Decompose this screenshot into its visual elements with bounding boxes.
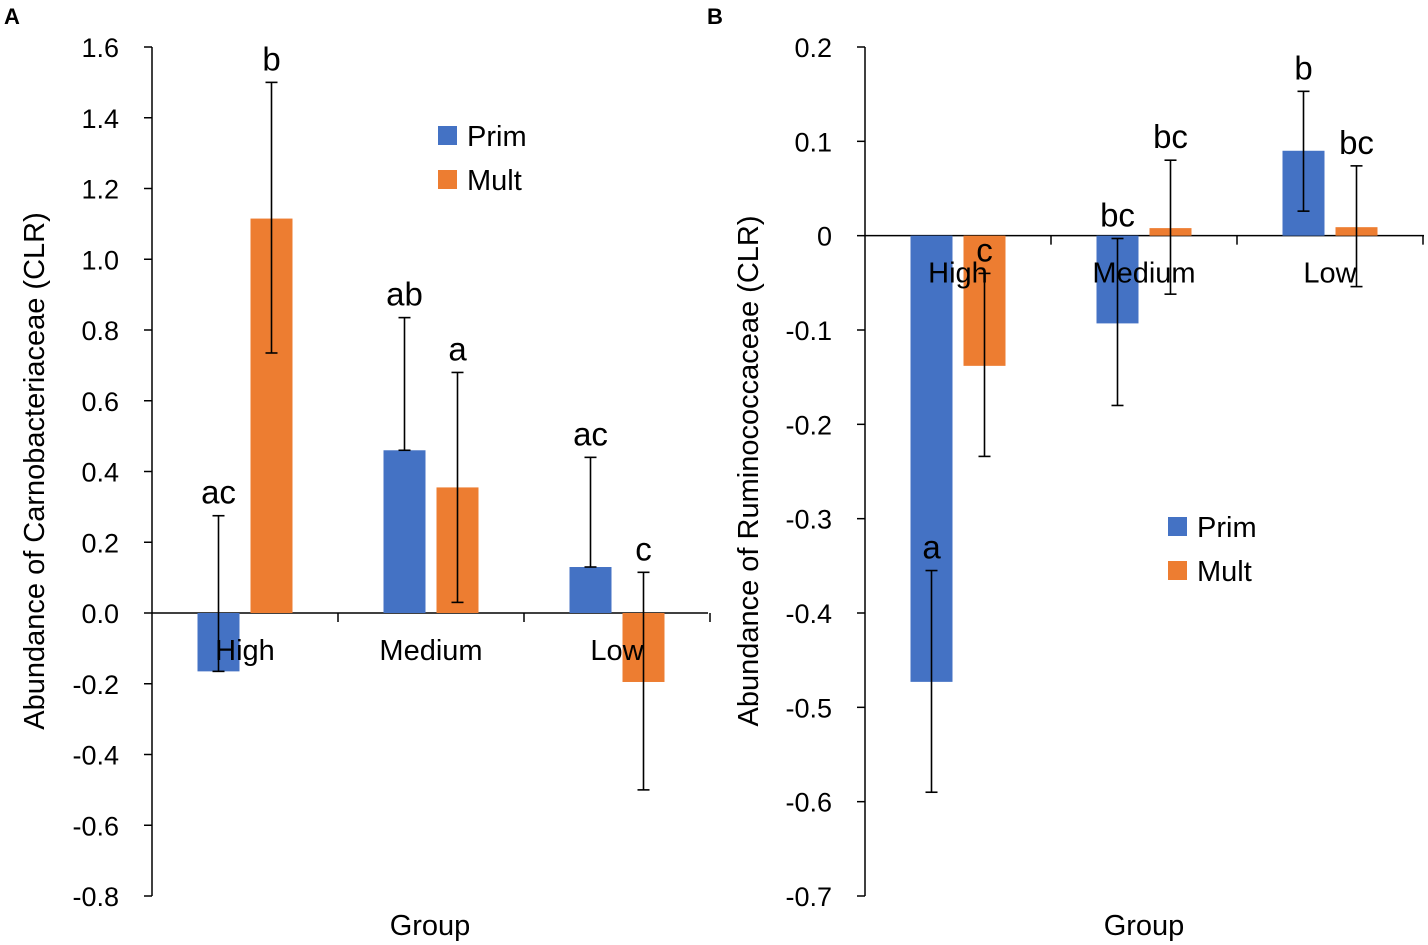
- category-label: High: [215, 635, 275, 667]
- legend-label: Mult: [1197, 556, 1252, 588]
- significance-label: ac: [573, 415, 608, 452]
- significance-label: a: [922, 529, 941, 566]
- x-axis-title: Group: [390, 910, 471, 942]
- y-axis-title: Abundance of Ruminococcaceae (CLR): [733, 216, 765, 727]
- y-tick-label: -0.7: [785, 882, 832, 912]
- category-label: Low: [1303, 258, 1357, 290]
- y-tick-label: -0.3: [785, 505, 832, 535]
- category-label: Medium: [379, 635, 482, 667]
- y-tick-label: 1.2: [81, 175, 119, 205]
- y-tick-label: 0.8: [81, 316, 119, 346]
- significance-label: ac: [201, 474, 236, 511]
- y-tick-label: 1.0: [81, 245, 119, 275]
- y-tick-label: -0.4: [785, 599, 832, 629]
- y-tick-label: 0.2: [794, 33, 832, 63]
- significance-label: a: [448, 330, 467, 367]
- y-tick-label: -0.5: [785, 693, 832, 723]
- legend-label: Mult: [467, 165, 522, 197]
- y-tick-label: -0.6: [72, 811, 119, 841]
- panel-a: A -0.8 -0.6 -0.4 -0.2 0.0 0.2 0.4 0.6 0.8 1.0 1.2 1.…: [4, 4, 711, 942]
- significance-label: b: [262, 40, 280, 77]
- significance-label: c: [635, 530, 652, 567]
- y-tick-label: -0.4: [72, 741, 119, 771]
- y-tick-label: 0.0: [81, 599, 119, 629]
- panel-letter: A: [4, 4, 20, 29]
- bar-prim: [383, 450, 426, 613]
- y-tick-label: 0: [817, 222, 832, 252]
- panel-b: B-0.7-0.6-0.5-0.4-0.3-0.2-0.100.10.2abcb…: [707, 4, 1424, 942]
- category-label: High: [928, 258, 988, 290]
- y-tick-label: -0.2: [72, 670, 119, 700]
- y-tick-label: 0.1: [794, 127, 832, 157]
- legend-swatch-mult: [438, 170, 457, 189]
- legend-label: Prim: [467, 121, 527, 153]
- legend-swatch-mult: [1168, 561, 1187, 580]
- y-tick-label: 1.6: [81, 33, 119, 63]
- significance-label: bc: [1100, 196, 1135, 233]
- y-tick-label: -0.6: [785, 788, 832, 818]
- significance-label: c: [976, 231, 993, 268]
- significance-label: ab: [386, 276, 423, 313]
- y-tick-label: 1.4: [81, 104, 119, 134]
- legend-swatch-prim: [438, 126, 457, 145]
- y-axis-title: Abundance of Carnobacteriaceae (CLR): [19, 212, 51, 729]
- bar-prim: [569, 567, 612, 613]
- y-tick-label: 0.2: [81, 528, 119, 558]
- significance-label: bc: [1339, 124, 1374, 161]
- category-label: Low: [590, 635, 644, 667]
- y-tick-label: 0.6: [81, 387, 119, 417]
- y-tick-label: 0.4: [81, 458, 119, 488]
- panel-letter: B: [707, 4, 723, 29]
- significance-label: b: [1294, 49, 1312, 86]
- y-tick-label: -0.8: [72, 882, 119, 912]
- y-tick-label: -0.2: [785, 410, 832, 440]
- legend-label: Prim: [1197, 512, 1257, 544]
- y-tick-label: -0.1: [785, 316, 832, 346]
- legend-swatch-prim: [1168, 517, 1187, 536]
- category-label: Medium: [1092, 258, 1195, 290]
- x-axis-title: Group: [1104, 910, 1185, 942]
- significance-label: bc: [1153, 118, 1188, 155]
